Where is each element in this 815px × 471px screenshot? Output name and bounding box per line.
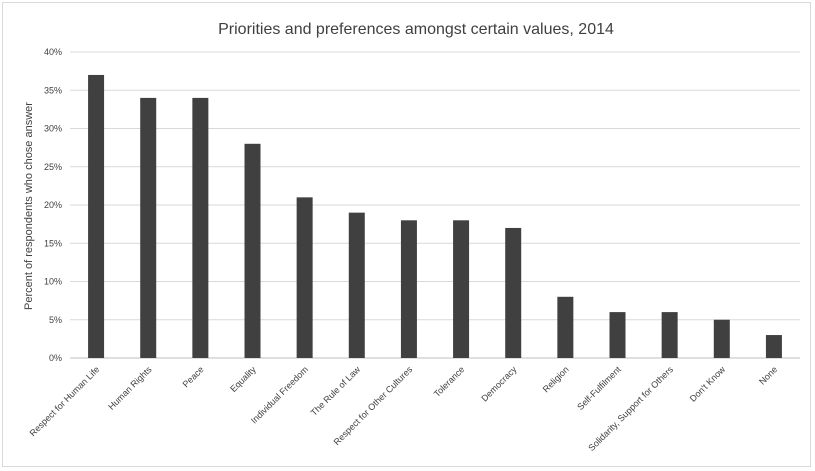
bar [400,220,417,358]
bars [88,74,782,359]
y-axis-label: Percent of respondents who chose answer [23,102,35,310]
y-tick-label: 30% [44,124,62,134]
bar [505,227,522,358]
bar [453,220,470,358]
bar [88,74,105,358]
bar [557,296,574,358]
bar [713,319,730,358]
x-tick-label: Respect for Human Life [28,364,102,438]
y-axis-ticks: 0% 5% 10% 15% 20% 25% 30% 35% 40% [44,47,62,363]
y-tick-label: 10% [44,277,62,287]
x-tick-label: Individual Freedom [249,364,310,425]
x-tick-label: Tolerance [432,364,467,399]
bar [140,97,157,359]
x-axis-ticks: Respect for Human Life Human Rights Peace E… [28,364,780,453]
x-tick-label: Equality [228,364,258,394]
bar [244,143,261,358]
x-tick-label: The Rule of Law [309,364,363,418]
gridlines [70,51,800,359]
chart-title: Priorities and preferences amongst certa… [218,21,614,38]
bar [765,335,782,358]
bar [348,212,365,358]
x-tick-label: Human Rights [106,364,154,412]
x-tick-label: Peace [181,364,206,389]
y-tick-label: 35% [44,85,62,95]
y-tick-label: 40% [44,47,62,57]
x-tick-label: Democracy [479,364,519,404]
bar [296,197,313,358]
x-tick-label: None [757,364,779,386]
y-tick-label: 5% [49,315,62,325]
y-tick-label: 15% [44,238,62,248]
bar [661,312,678,358]
x-tick-label: Religion [541,364,571,394]
x-tick-label: Self-Fulfilment [575,364,623,412]
y-tick-label: 0% [49,353,62,363]
x-tick-label: Solidarity, Support for Others [586,364,675,453]
x-tick-label: Don't Know [688,364,728,404]
bar [609,312,626,358]
bar [192,97,209,359]
y-tick-label: 20% [44,200,62,210]
y-tick-label: 25% [44,162,62,172]
